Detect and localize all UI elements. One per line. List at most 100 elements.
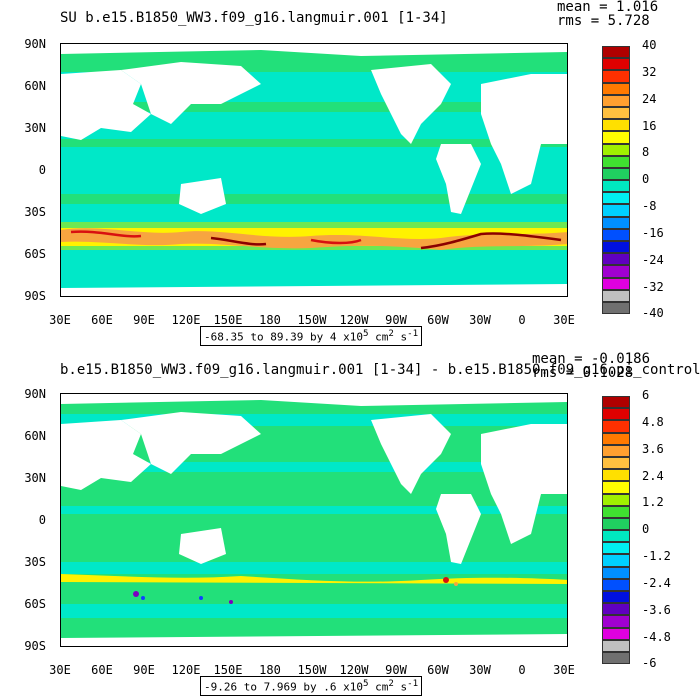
colorbar-tick-label: 32 xyxy=(642,64,657,79)
rms-value: rms = 0.1028 xyxy=(532,365,634,381)
world-map xyxy=(60,393,568,647)
lon-label: 120E xyxy=(171,313,201,327)
lon-label: 30W xyxy=(469,313,491,327)
lon-label: 30E xyxy=(49,663,71,677)
lat-label-30n: 30N xyxy=(24,471,46,485)
lon-label: 150E xyxy=(213,663,243,677)
mean-value: mean = -0.0186 xyxy=(532,351,651,367)
colorbar-tick-label: -32 xyxy=(642,279,664,294)
colorbar-tick-label: 16 xyxy=(642,118,657,133)
colorbar-swatch xyxy=(602,651,630,665)
colorbar-tick-label: -16 xyxy=(642,225,664,240)
lat-label-90s: 90S xyxy=(24,289,46,303)
colorbar-swatch xyxy=(602,46,630,59)
colorbar-swatch xyxy=(602,228,630,241)
lat-label-0: 0 xyxy=(38,513,46,527)
colorbar-tick-label: -4.8 xyxy=(642,629,671,644)
colorbar-tick-label: -40 xyxy=(642,306,664,321)
lon-label: 150W xyxy=(297,663,327,677)
lon-label: 30E xyxy=(49,313,71,327)
lon-label: 90W xyxy=(385,313,407,327)
colorbar-tick-label: 0 xyxy=(642,522,650,537)
lon-label: 30E xyxy=(553,663,575,677)
colorbar-swatch xyxy=(602,603,630,616)
mean-value: mean = 1.016 xyxy=(557,0,659,15)
lon-label: 60W xyxy=(427,313,449,327)
colorbar-swatch xyxy=(602,591,630,604)
colorbar-tick-label: 40 xyxy=(642,38,657,52)
colorbar-swatch xyxy=(602,456,630,470)
lon-label: 120W xyxy=(339,313,369,327)
lon-label: 60E xyxy=(91,663,113,677)
colorbar-swatch xyxy=(602,82,630,95)
colorbar-swatch xyxy=(602,505,630,518)
lon-label: 30E xyxy=(553,313,575,327)
colorbar-swatch xyxy=(602,106,630,120)
lat-label-60s: 60S xyxy=(24,597,46,611)
colorbar-swatch xyxy=(602,131,630,144)
lon-label: 90E xyxy=(133,663,155,677)
map-panel-bottom: b.e15.B1850_WW3.f09_g16.langmuir.001 [1-… xyxy=(0,350,700,700)
colorbar-tick-label: 0 xyxy=(642,172,650,187)
colorbar-tick-label: -2.4 xyxy=(642,575,671,590)
lat-label-60n: 60N xyxy=(24,429,46,443)
colorbar-tick-label: -3.6 xyxy=(642,602,671,617)
colorbar-swatch xyxy=(602,432,630,445)
colorbar-swatch xyxy=(602,155,630,168)
lat-label-90n: 90N xyxy=(24,37,46,51)
colorbar-swatch xyxy=(602,639,630,652)
lon-label: 0 xyxy=(518,663,526,677)
colorbar-tick-label: -24 xyxy=(642,252,664,267)
contour-range-box: -9.26 to 7.969 by .6 x105 cm2 s-1 xyxy=(200,676,423,696)
lon-label: 120E xyxy=(171,663,201,677)
lon-label: 150E xyxy=(213,313,243,327)
colorbar-swatch xyxy=(602,301,630,315)
colorbar-tick-label: 8 xyxy=(642,145,650,160)
colorbar-swatch xyxy=(602,566,630,579)
colorbar-swatch xyxy=(602,578,630,591)
colorbar-swatch xyxy=(602,615,630,628)
colorbar-swatch xyxy=(602,58,630,71)
rms-value: rms = 5.728 xyxy=(557,13,650,29)
lat-label-90n: 90N xyxy=(24,387,46,401)
colorbar-swatch xyxy=(602,204,630,217)
colorbar-swatch xyxy=(602,119,630,132)
colorbar-swatch xyxy=(602,167,630,181)
colorbar-swatch xyxy=(602,192,630,205)
colorbar-swatch xyxy=(602,241,630,254)
colorbar-tick-label: 4.8 xyxy=(642,414,664,429)
lat-label-60s: 60S xyxy=(24,247,46,261)
world-map xyxy=(60,43,568,297)
colorbar-swatch xyxy=(602,408,630,421)
lon-label: 120W xyxy=(339,663,369,677)
colorbar-swatch xyxy=(602,420,630,433)
lat-label-60n: 60N xyxy=(24,79,46,93)
lon-label: 150W xyxy=(297,313,327,327)
lon-label: 60W xyxy=(427,663,449,677)
colorbar-tick-label: -8 xyxy=(642,199,657,214)
colorbar-tick-label: -1.2 xyxy=(642,549,671,564)
panel-title: SU b.e15.B1850_WW3.f09_g16.langmuir.001 … xyxy=(60,10,448,26)
map-field-svg xyxy=(61,44,567,296)
colorbar-tick-label: 2.4 xyxy=(642,468,664,483)
lat-label-90s: 90S xyxy=(24,639,46,653)
panel-title: b.e15.B1850_WW3.f09_g16.langmuir.001 [1-… xyxy=(60,362,700,378)
colorbar-swatch xyxy=(602,530,630,543)
contour-range-box: -68.35 to 89.39 by 4 x105 cm2 s-1 xyxy=(200,326,423,346)
colorbar-swatch xyxy=(602,542,630,555)
lat-label-30s: 30S xyxy=(24,555,46,569)
lon-label: 90E xyxy=(133,313,155,327)
colorbar xyxy=(602,46,630,315)
colorbar-swatch xyxy=(602,94,630,107)
colorbar-swatch xyxy=(602,493,630,506)
colorbar-tick-label: 3.6 xyxy=(642,441,664,456)
lat-label-30s: 30S xyxy=(24,205,46,219)
lon-label: 0 xyxy=(518,313,526,327)
colorbar-swatch xyxy=(602,396,630,409)
stats-readout: mean = -0.0186 rms = 0.1028 xyxy=(532,352,650,380)
colorbar-swatch xyxy=(602,253,630,266)
colorbar-swatch xyxy=(602,70,630,83)
colorbar-swatch xyxy=(602,517,630,531)
colorbar-swatch xyxy=(602,265,630,278)
lat-label-0: 0 xyxy=(38,163,46,177)
